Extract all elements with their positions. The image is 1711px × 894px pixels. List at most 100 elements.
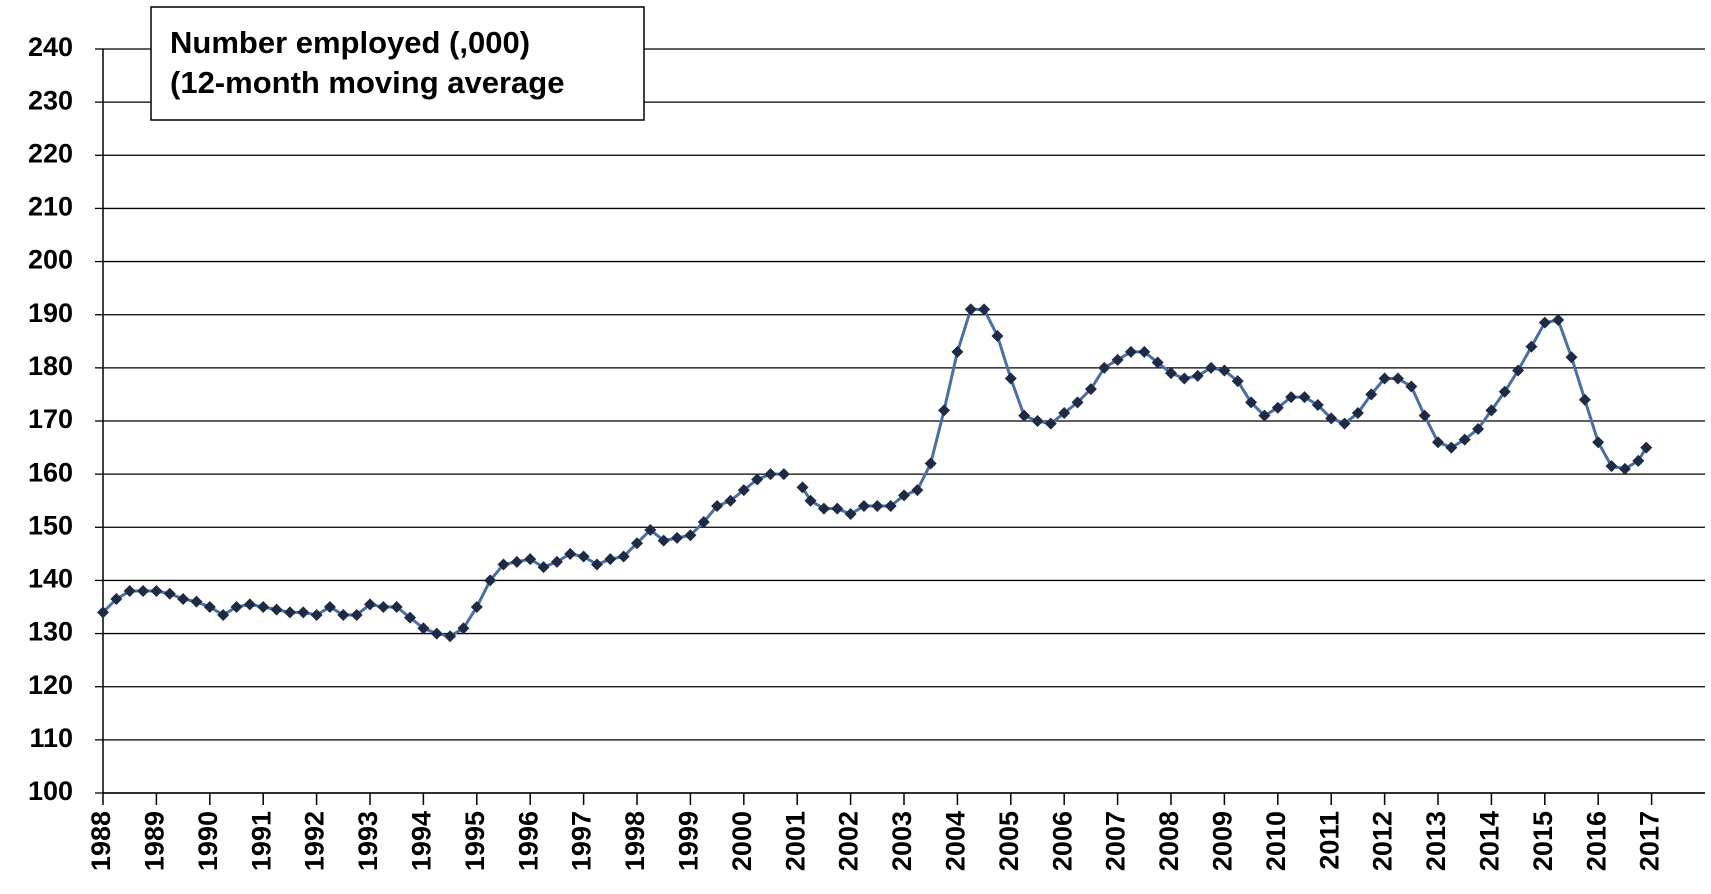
marker bbox=[550, 555, 563, 568]
marker bbox=[1391, 372, 1404, 385]
marker bbox=[978, 303, 991, 316]
marker bbox=[1151, 356, 1164, 369]
x-tick-label: 2013 bbox=[1421, 811, 1451, 871]
marker bbox=[564, 547, 577, 560]
marker bbox=[310, 608, 323, 621]
marker bbox=[1538, 316, 1551, 329]
marker bbox=[924, 457, 937, 470]
marker bbox=[898, 489, 910, 502]
marker bbox=[190, 595, 203, 608]
marker bbox=[484, 574, 497, 587]
marker bbox=[364, 598, 376, 611]
marker bbox=[911, 484, 924, 497]
chart-subtitle: (12-month moving average bbox=[170, 65, 564, 100]
line bbox=[101, 307, 1648, 638]
x-tick-label: 2003 bbox=[887, 811, 917, 871]
x-tick-label: 2005 bbox=[994, 811, 1024, 871]
marker bbox=[524, 553, 537, 566]
x-tick-label: 1994 bbox=[407, 811, 437, 871]
marker bbox=[1432, 436, 1444, 449]
marker bbox=[470, 601, 483, 613]
marker bbox=[817, 502, 830, 515]
y-tick-label: 150 bbox=[28, 510, 73, 540]
marker bbox=[430, 627, 443, 640]
y-tick-label: 100 bbox=[28, 776, 73, 806]
marker bbox=[390, 601, 403, 613]
marker bbox=[404, 611, 417, 624]
marker bbox=[844, 508, 857, 520]
marker bbox=[150, 585, 163, 598]
marker bbox=[270, 603, 283, 616]
marker bbox=[110, 593, 123, 606]
marker bbox=[243, 598, 256, 611]
marker bbox=[1552, 314, 1565, 327]
marker bbox=[1165, 367, 1177, 380]
marker bbox=[1592, 436, 1605, 449]
marker bbox=[377, 601, 390, 613]
marker bbox=[1178, 372, 1191, 385]
x-tick-label: 1989 bbox=[140, 811, 170, 871]
marker bbox=[1191, 369, 1204, 382]
marker bbox=[337, 608, 350, 621]
y-tick-label: 170 bbox=[28, 404, 73, 434]
marker bbox=[97, 606, 109, 619]
y-tick-label: 190 bbox=[28, 298, 73, 328]
marker bbox=[711, 500, 724, 513]
marker bbox=[1512, 364, 1525, 377]
marker bbox=[938, 404, 951, 417]
marker bbox=[604, 553, 617, 566]
marker bbox=[644, 523, 657, 536]
marker bbox=[684, 529, 697, 542]
marker bbox=[1231, 375, 1244, 388]
marker bbox=[1472, 422, 1485, 435]
marker bbox=[1071, 396, 1084, 409]
y-tick-label: 110 bbox=[29, 723, 73, 753]
marker bbox=[737, 484, 750, 497]
x-tick-label: 2014 bbox=[1475, 811, 1505, 871]
marker bbox=[1418, 409, 1431, 422]
marker bbox=[1031, 415, 1044, 427]
marker bbox=[1004, 372, 1017, 385]
x-tick-label: 2004 bbox=[941, 811, 971, 871]
marker bbox=[417, 622, 430, 635]
y-tick-label: 160 bbox=[28, 457, 73, 487]
marker bbox=[1325, 412, 1338, 425]
x-tick-label: 2016 bbox=[1581, 811, 1611, 871]
y-tick-label: 140 bbox=[28, 564, 73, 594]
x-tick-label: 1995 bbox=[460, 811, 490, 871]
marker bbox=[1632, 454, 1645, 467]
x-tick-label: 2000 bbox=[727, 811, 757, 871]
marker bbox=[1525, 340, 1538, 353]
marker bbox=[1245, 396, 1258, 409]
marker bbox=[1285, 391, 1298, 404]
marker bbox=[1618, 462, 1631, 475]
marker bbox=[1605, 460, 1618, 473]
marker bbox=[283, 606, 296, 619]
x-tick-label: 1990 bbox=[193, 811, 223, 871]
marker bbox=[1271, 401, 1284, 414]
x-tick-label: 2001 bbox=[780, 811, 810, 871]
marker bbox=[1098, 361, 1111, 374]
x-tick-label: 2006 bbox=[1047, 811, 1077, 871]
x-tick-label: 2009 bbox=[1208, 811, 1238, 871]
marker bbox=[671, 531, 684, 544]
y-tick-label: 240 bbox=[28, 32, 73, 62]
x-tick-label: 1992 bbox=[300, 811, 330, 871]
x-tick-label: 2015 bbox=[1528, 811, 1558, 871]
marker bbox=[217, 608, 230, 621]
x-tick-label: 2008 bbox=[1154, 811, 1184, 871]
marker bbox=[230, 601, 243, 613]
marker bbox=[1565, 351, 1578, 364]
marker bbox=[444, 630, 457, 643]
marker bbox=[350, 608, 363, 621]
marker bbox=[323, 601, 336, 613]
x-tick-label: 1998 bbox=[620, 811, 650, 871]
y-tick-label: 220 bbox=[28, 138, 73, 168]
x-tick-label: 2011 bbox=[1314, 811, 1344, 870]
marker bbox=[1485, 404, 1498, 417]
y-tick-label: 130 bbox=[28, 617, 73, 647]
marker bbox=[1218, 364, 1231, 377]
marker bbox=[1405, 380, 1418, 393]
marker bbox=[697, 515, 710, 528]
marker bbox=[590, 558, 603, 571]
